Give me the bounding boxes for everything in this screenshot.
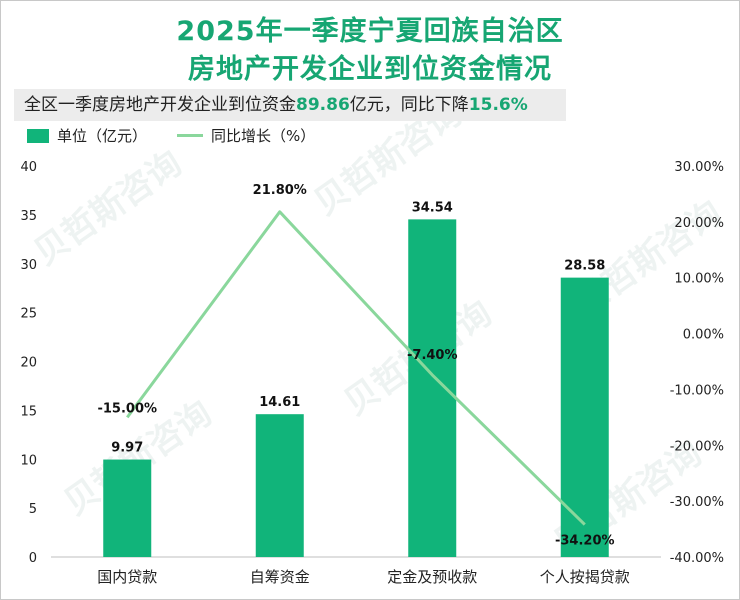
legend-line-label: 同比增长（%） [211,127,316,145]
x-category-label: 定金及预收款 [387,568,477,586]
y-right-tick-label: -20.00% [670,439,724,454]
legend-line-swatch [177,134,204,137]
bar-value-label: 28.58 [564,259,605,274]
y-right-tick-label: 20.00% [674,216,724,231]
y-left-tick-label: 30 [20,258,37,273]
line-value-label: -7.40% [407,348,458,363]
legend: 单位（亿元） 同比增长（%） [27,125,315,146]
bar-value-label: 34.54 [412,200,453,215]
y-right-tick-label: -30.00% [670,495,724,510]
line-value-label: -34.20% [555,534,615,549]
bar-value-label: 9.97 [111,441,143,456]
x-category-label: 个人按揭贷款 [540,568,630,586]
bar [560,277,609,557]
bar [255,414,304,557]
bar-value-label: 14.61 [259,395,300,410]
legend-bar-label: 单位（亿元） [57,127,148,145]
y-left-tick-label: 35 [20,209,37,224]
summary-prefix: 全区一季度房地产开发企业到位资金 [24,95,296,115]
summary-rate: 15.6% [468,95,528,115]
summary-amount: 89.86 [296,95,350,115]
line-value-label: 21.80% [253,183,307,198]
chart-title-line2: 房地产开发企业到位资金情况 [188,54,552,85]
line-value-label: -15.00% [97,401,157,416]
bar [103,459,152,557]
x-category-label: 自筹资金 [250,568,310,586]
summary-banner: 全区一季度房地产开发企业到位资金89.86亿元，同比下降15.6% [14,89,566,121]
y-right-tick-label: 30.00% [674,160,724,175]
summary-mid: 亿元，同比下降 [349,95,469,115]
y-left-tick-label: 5 [29,502,37,517]
y-left-tick-label: 0 [29,551,37,566]
chart-title-line1: 2025年一季度宁夏回族自治区 [176,16,564,47]
y-right-tick-label: 0.00% [683,328,724,343]
y-left-tick-label: 40 [20,160,37,175]
y-left-tick-label: 10 [20,453,37,468]
y-left-tick-label: 20 [20,356,37,371]
y-left-tick-label: 15 [20,404,37,419]
y-right-tick-label: -40.00% [670,551,724,566]
y-right-tick-label: -10.00% [670,383,724,398]
x-category-label: 国内贷款 [97,568,157,586]
growth-line [126,210,586,526]
bar [408,219,457,557]
legend-bar-swatch [27,128,49,143]
y-right-tick-label: 10.00% [674,272,724,287]
y-left-tick-label: 25 [20,307,37,322]
